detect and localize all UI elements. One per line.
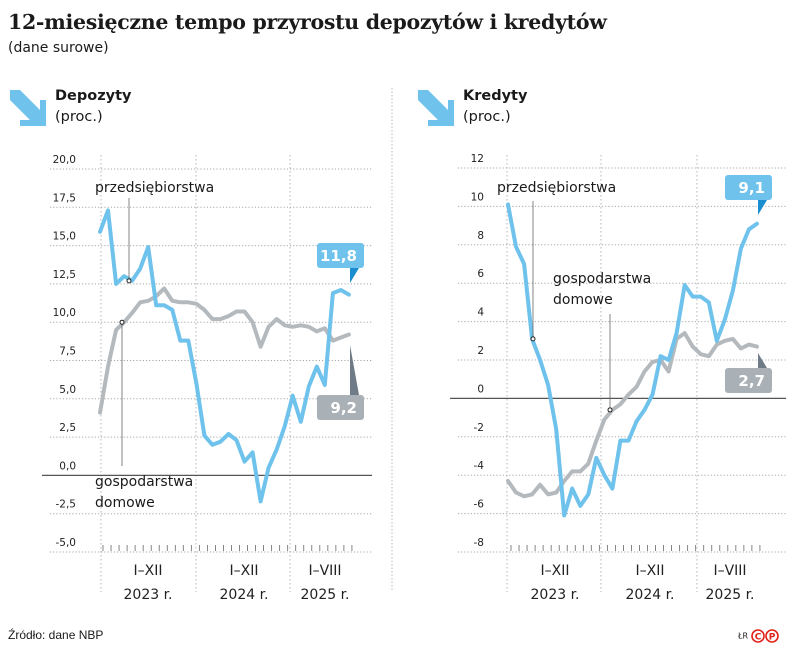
arrow-down-right-icon	[418, 90, 454, 126]
panel-unit-deposits: (proc.)	[55, 109, 103, 125]
series-line-households	[98, 286, 351, 415]
series-annotation-households: gospodarstwa	[553, 271, 651, 287]
callout-pointer	[758, 353, 767, 368]
x-group-year: 2024 r.	[220, 587, 269, 603]
svg-text:C: C	[754, 633, 761, 643]
y-tick-label: 6	[477, 268, 484, 280]
y-tick-label: -5,0	[56, 537, 77, 549]
annotation-dot	[119, 319, 125, 325]
source-note: Źródło: dane NBP	[8, 628, 104, 642]
callout-pointer	[350, 345, 359, 395]
x-group-months: I–VIII	[713, 563, 746, 579]
y-tick-label: 2,5	[59, 422, 76, 434]
y-tick-label: 8	[477, 230, 484, 242]
series-annotation-households: gospodarstwa	[95, 474, 193, 490]
y-tick-label: 20,0	[53, 154, 76, 166]
x-group-year: 2024 r.	[626, 587, 675, 603]
series-annotation-households-line2: domowe	[95, 495, 155, 511]
panel-title-loans: Kredyty	[463, 88, 528, 104]
series-annotation-enterprises: przedsiębiorstwa	[95, 180, 214, 196]
panel-unit-loans: (proc.)	[463, 109, 511, 125]
y-tick-label: -8	[474, 537, 484, 549]
author-credit: ŁR C P	[738, 629, 781, 643]
y-tick-label: 0,0	[59, 460, 76, 472]
deposits-chart: 20,0 17,5 15,0 12,5 10,0 7,5 5,0 2,5 0,0 -2,5 -5,0…	[42, 154, 372, 603]
x-group-months: I–XII	[636, 563, 665, 579]
series-line-households	[506, 331, 759, 499]
author-initials: ŁR	[738, 631, 749, 641]
y-tick-label: -4	[474, 460, 485, 472]
series-annotation-households-line2: domowe	[553, 292, 613, 308]
callout-pointer	[758, 200, 767, 215]
annotation-dot	[607, 407, 613, 413]
callout-box	[317, 243, 364, 268]
y-tick-label: 12	[471, 153, 484, 165]
page-subtitle: (dane surowe)	[8, 40, 109, 56]
panel-title-deposits: Depozyty	[55, 88, 132, 104]
y-tick-label: 12,5	[53, 269, 76, 281]
callout-box	[725, 368, 772, 393]
callout-enterprises-last: 11,8	[320, 247, 357, 265]
callout-box	[725, 175, 772, 200]
page-title: 12-miesięczne tempo przyrostu depozytów …	[8, 10, 607, 34]
annotation-dot	[530, 336, 536, 342]
y-tick-label: 10,0	[53, 307, 76, 319]
y-tick-label: -2	[474, 422, 484, 434]
y-tick-label: -6	[474, 499, 485, 511]
copyright-logo-icon: C P	[750, 629, 779, 643]
callout-box	[317, 395, 364, 420]
y-tick-label: 0	[477, 383, 484, 395]
loans-chart: 12 10 8 6 4 2 0 -2 -4 -6 -8 I–XII 2023 r. I–XII 2024 r…	[450, 153, 786, 603]
x-group-months: I–XII	[134, 563, 163, 579]
x-group-year: 2023 r.	[531, 587, 580, 603]
arrow-down-right-icon	[10, 90, 46, 126]
x-group-months: I–VIII	[308, 563, 341, 579]
callout-households-last: 9,2	[330, 399, 357, 417]
y-tick-label: 10	[471, 191, 484, 203]
svg-text:P: P	[768, 633, 775, 643]
y-tick-label: 7,5	[59, 346, 76, 358]
series-line-enterprises	[98, 208, 351, 504]
y-tick-label: 17,5	[53, 192, 76, 204]
y-tick-label: -2,5	[56, 499, 77, 511]
y-tick-label: 2	[477, 345, 484, 357]
x-group-year: 2025 r.	[301, 587, 350, 603]
x-group-months: I–XII	[230, 563, 259, 579]
series-annotation-enterprises: przedsiębiorstwa	[497, 180, 616, 196]
x-group-year: 2025 r.	[706, 587, 755, 603]
x-group-months: I–XII	[541, 563, 570, 579]
y-tick-label: 5,0	[59, 384, 76, 396]
y-tick-label: 15,0	[53, 231, 76, 243]
callout-enterprises-last: 9,1	[738, 179, 765, 197]
x-group-year: 2023 r.	[124, 587, 173, 603]
callout-pointer	[350, 268, 359, 283]
annotation-dot	[126, 278, 132, 284]
y-tick-label: 4	[477, 307, 484, 319]
series-line-enterprises	[506, 202, 759, 518]
callout-households-last: 2,7	[738, 372, 765, 390]
